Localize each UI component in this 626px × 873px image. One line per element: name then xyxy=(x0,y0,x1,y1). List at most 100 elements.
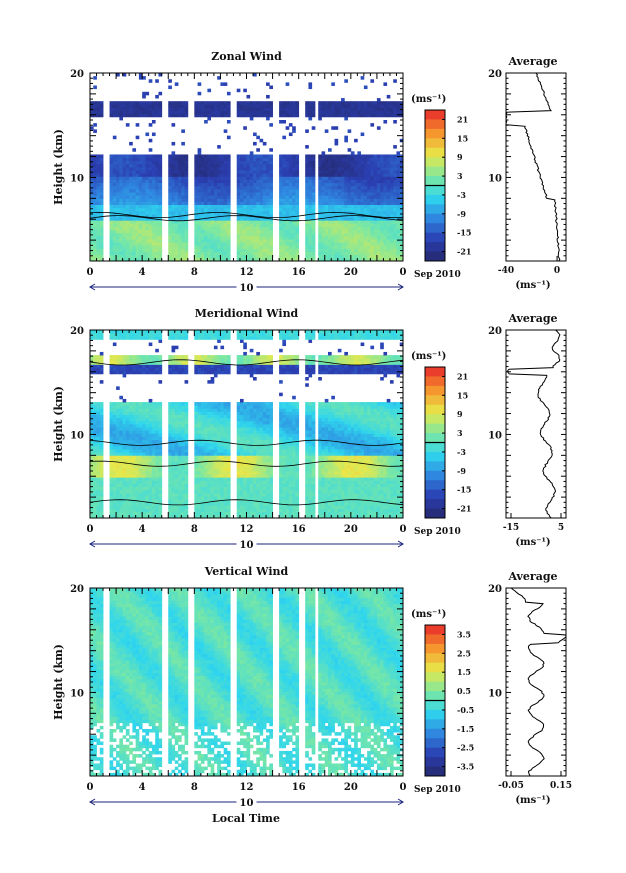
heatmap-cell xyxy=(93,188,97,193)
heatmap-cell xyxy=(308,176,313,180)
heatmap-cell xyxy=(119,242,123,246)
heatmap-cell xyxy=(116,192,120,196)
heatmap-cell xyxy=(210,179,215,184)
heatmap-cell xyxy=(132,110,137,115)
heatmap-cell xyxy=(122,364,127,368)
x-tick-label: 0 xyxy=(87,267,94,278)
heatmap-cell xyxy=(305,145,309,149)
heatmap-cell xyxy=(119,358,123,362)
heatmap-cell xyxy=(380,204,384,209)
heatmap-cell xyxy=(305,167,309,171)
heatmap-cell xyxy=(207,239,212,243)
heatmap-cell xyxy=(383,170,388,174)
heatmap-cell xyxy=(399,220,404,224)
heatmap-cell xyxy=(90,104,94,108)
heatmap-cell xyxy=(344,192,348,196)
heatmap-cell xyxy=(197,254,202,259)
heatmap-cell xyxy=(393,223,397,227)
heatmap-cell xyxy=(90,467,94,472)
heatmap-cell xyxy=(282,245,287,249)
heatmap-cell xyxy=(99,176,104,180)
heatmap-cell xyxy=(282,173,287,177)
heatmap-cell xyxy=(178,104,182,108)
colorbar-swatch xyxy=(425,128,445,139)
heatmap-cell xyxy=(122,232,127,237)
heatmap-cell xyxy=(168,235,172,240)
heatmap-cell xyxy=(158,220,163,224)
heatmap-cell xyxy=(135,217,140,221)
heatmap-cell xyxy=(155,248,159,252)
heatmap-cell xyxy=(129,167,133,171)
heatmap-cell xyxy=(93,235,97,240)
heatmap-cell xyxy=(181,207,185,212)
heatmap-cell xyxy=(142,367,146,372)
heatmap-cell xyxy=(125,477,130,481)
heatmap-cell xyxy=(171,214,176,218)
heatmap-cell xyxy=(269,188,273,193)
heatmap-cell xyxy=(145,514,150,519)
heatmap-cell xyxy=(226,173,231,177)
heatmap-cell xyxy=(321,170,326,174)
heatmap-cell xyxy=(223,198,228,202)
heatmap-cell xyxy=(122,235,127,240)
heatmap-cell xyxy=(96,217,101,221)
heatmap-cell xyxy=(119,480,123,484)
heatmap-cell xyxy=(210,107,215,111)
heatmap-cell xyxy=(204,160,208,165)
heatmap-cell xyxy=(138,173,143,177)
heatmap-cell xyxy=(210,220,215,224)
heatmap-cell xyxy=(171,452,176,456)
heatmap-cell xyxy=(308,198,313,202)
heatmap-cell xyxy=(194,251,198,256)
heatmap-cell xyxy=(373,154,378,158)
heatmap-cell xyxy=(129,239,133,243)
heatmap-cell xyxy=(386,167,391,171)
heatmap-cell xyxy=(155,214,159,218)
heatmap-cell xyxy=(96,408,101,412)
heatmap-cell xyxy=(399,223,404,227)
heatmap-cell xyxy=(116,185,120,190)
heatmap-cell xyxy=(288,179,293,184)
heatmap-cell xyxy=(194,489,198,494)
heatmap-cell xyxy=(181,442,185,447)
heatmap-cell xyxy=(158,330,163,334)
heatmap-cell xyxy=(360,248,365,252)
heatmap-cell xyxy=(168,424,172,428)
heatmap-cell xyxy=(200,223,205,227)
heatmap-cell xyxy=(295,210,300,215)
heatmap-cell xyxy=(96,508,101,513)
heatmap-cell xyxy=(350,185,355,190)
heatmap-cell xyxy=(151,405,156,409)
heatmap-cell xyxy=(249,185,254,190)
heatmap-cell xyxy=(151,367,156,372)
heatmap-cell xyxy=(360,210,365,215)
heatmap-cell xyxy=(373,185,378,190)
heatmap-cell xyxy=(125,480,130,484)
heatmap-cell xyxy=(184,355,189,359)
heatmap-cell xyxy=(246,173,251,177)
heatmap-cell xyxy=(249,173,254,177)
heatmap-cell xyxy=(282,179,287,184)
heatmap-cell xyxy=(90,402,94,406)
heatmap-cell xyxy=(350,198,355,202)
heatmap-cell xyxy=(246,242,251,246)
heatmap-cell xyxy=(311,223,316,227)
heatmap-cell xyxy=(266,163,270,168)
heatmap-cell xyxy=(341,113,345,118)
heatmap-cell xyxy=(178,433,182,437)
heatmap-cell xyxy=(399,110,404,115)
heatmap-cell xyxy=(194,355,198,359)
heatmap-cell xyxy=(363,248,368,252)
heatmap-cell xyxy=(119,405,123,409)
heatmap-cell xyxy=(354,160,358,165)
heatmap-cell xyxy=(178,408,182,412)
heatmap-cell xyxy=(328,201,332,205)
heatmap-cell xyxy=(239,107,244,111)
heatmap-cell xyxy=(135,411,140,415)
heatmap-cell xyxy=(360,198,365,202)
heatmap-cell xyxy=(194,499,198,503)
heatmap-cell xyxy=(292,173,296,177)
heatmap-cell xyxy=(360,157,365,162)
heatmap-cell xyxy=(367,173,371,177)
heatmap-cell xyxy=(259,160,264,165)
